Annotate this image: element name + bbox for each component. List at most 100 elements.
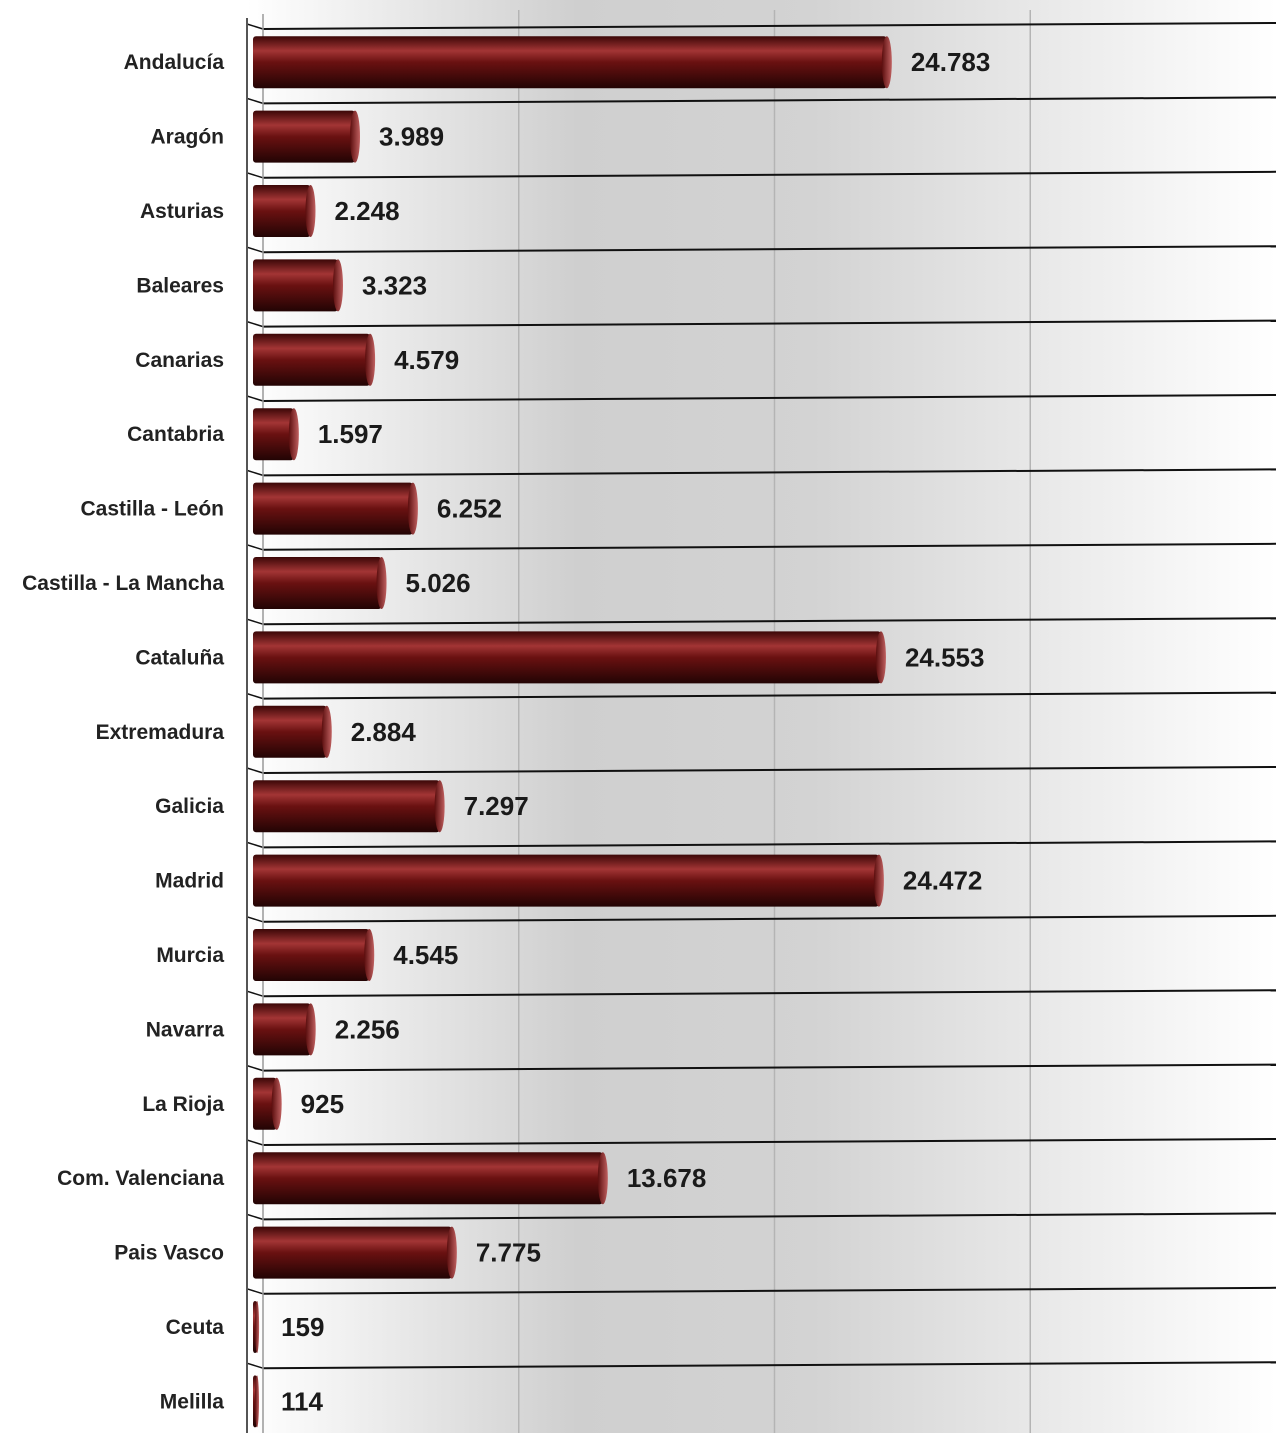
value-label: 24.553 [905,642,985,672]
bar-group [253,929,375,981]
row-gridline [262,468,1276,477]
row-gridline [262,766,1276,774]
bar-group [253,854,884,907]
row-gridline [262,319,1276,328]
category-label: Murcia [156,944,224,967]
category-label: Navarra [146,1018,225,1041]
bar [253,333,371,386]
bar [253,408,294,461]
bar-group [253,1301,260,1353]
bar-cap [271,1077,282,1130]
value-label: 24.472 [903,866,983,896]
bar-group [253,557,387,609]
category-label: Baleares [136,274,224,297]
bar [253,705,327,758]
bar-cap [321,705,332,758]
category-label: Pais Vasco [114,1242,224,1265]
category-label: Canarias [135,349,224,372]
bar [253,185,311,237]
tick-mark [246,692,264,700]
bar-cap [873,854,884,907]
bar [253,1152,603,1205]
category-label: Ceuta [166,1316,225,1339]
bar-group [253,780,445,833]
bar-group [253,408,299,461]
row-gridline [262,394,1276,402]
value-label: 1.597 [318,419,383,449]
bar-group [253,1077,282,1130]
row-gridline [262,1063,1276,1072]
value-label: 4.545 [393,940,458,970]
value-label: 24.783 [911,47,991,77]
tick-mark [246,990,264,997]
bar-group [253,110,361,163]
tick-mark [246,1213,264,1221]
bar [253,929,370,981]
tick-mark [246,395,264,402]
tick-mark [246,246,264,253]
value-label: 7.775 [476,1238,541,1268]
value-label: 3.989 [379,122,444,152]
tick-mark [246,544,264,551]
row-gridline [262,691,1276,700]
tick-mark [246,1139,264,1146]
bar [253,482,413,535]
bar-group [253,185,316,237]
tick-mark [246,1064,264,1072]
value-label: 2.248 [334,196,399,226]
bar-group [253,1226,457,1279]
bar-group [253,36,892,89]
bar [253,1226,452,1279]
category-label: Andalucía [124,51,225,74]
bar-cap [376,557,387,609]
row-gridline [262,1138,1276,1146]
tick-mark [246,1362,264,1369]
bar [253,110,356,163]
bar-cap [407,482,418,535]
row-gridline [262,96,1276,105]
bar-group [253,1152,608,1205]
tick-mark [246,618,264,625]
value-label: 7.297 [464,791,529,821]
bar-group [253,631,886,684]
row-gridline [262,542,1276,551]
bar-cap [305,185,316,237]
bar [253,259,338,312]
bar [253,780,440,833]
category-label: Asturias [140,200,224,223]
category-label: Com. Valenciana [57,1167,224,1190]
tick-mark [246,97,264,105]
tick-mark [246,320,264,328]
row-gridline [262,989,1276,998]
tick-mark [246,767,264,774]
bar-group [253,705,332,758]
bar-cap [255,1301,260,1353]
value-label: 13.678 [627,1163,707,1193]
bar [253,557,382,609]
bar [253,631,881,684]
value-label: 4.579 [394,345,459,375]
bar-group [253,1003,316,1056]
tick-mark [246,469,264,477]
bar-cap [881,36,892,89]
value-label: 2.256 [335,1014,400,1044]
tick-mark [246,916,264,923]
bar [253,1003,311,1056]
category-label: Castilla - La Mancha [22,572,224,595]
bar [253,854,879,907]
bar [253,1077,277,1130]
tick-mark [246,23,264,30]
row-gridline [262,1212,1276,1221]
tick-mark [246,841,264,849]
bar-cap [350,110,361,163]
category-label: Melilla [160,1390,225,1413]
tick-mark [246,172,264,179]
category-label: Cataluña [135,646,224,669]
bar-cap [288,408,299,461]
bar-group [253,259,343,312]
category-label: Cantabria [127,423,224,446]
category-label: Galicia [155,795,224,818]
bar-cap [446,1226,457,1279]
bar-group [253,1375,259,1428]
